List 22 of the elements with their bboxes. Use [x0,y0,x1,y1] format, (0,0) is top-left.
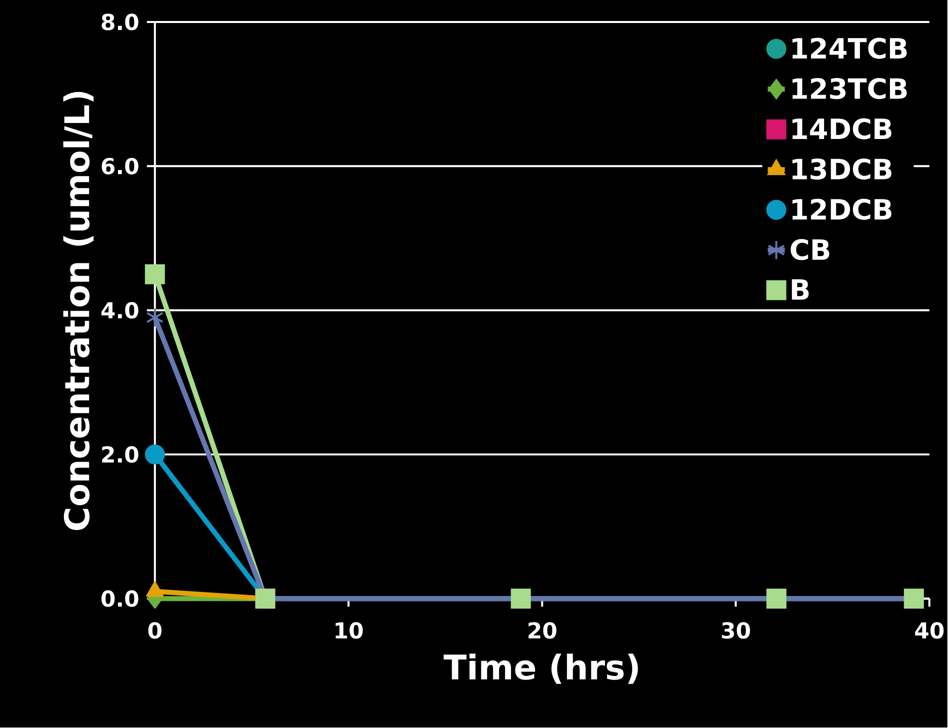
x-tick-label: 40 [915,622,944,639]
legend-label: 13DCB [792,158,892,180]
point [144,264,165,284]
legend-label: 12DCB [792,198,892,220]
legend-label: 124TCB [792,38,907,60]
point [146,308,164,328]
y-tick-label: 8.0 [102,14,138,31]
y-tick-label: 2.0 [102,446,138,464]
y-tick-label: 0.0 [101,590,138,608]
point [144,444,165,465]
x-tick-label: 30 [722,622,750,639]
legend-label: 123TCB [792,78,907,100]
x-tick-label: 20 [528,622,556,639]
legend-label: CB [790,239,830,260]
y-axis-title: Concentration (umol/L) [63,92,94,530]
x-axis-title: Time (hrs) [444,654,638,684]
legend-label: 14DCB [792,118,892,140]
y-tick-label: 4.0 [101,302,138,319]
x-tick-label: 10 [336,622,363,639]
legend-label: B [792,280,809,300]
x-tick-label: 0 [148,622,162,639]
y-tick-label: 6.0 [102,158,138,175]
